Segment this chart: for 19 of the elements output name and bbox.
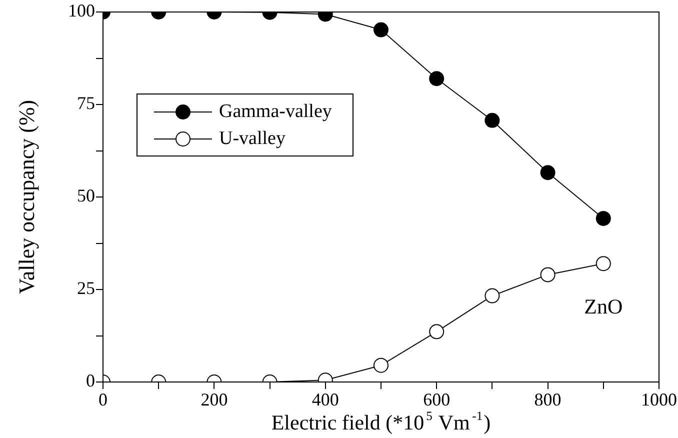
annotation: ZnO — [584, 294, 623, 319]
x-tick-label: 0 — [98, 390, 108, 410]
x-tick-label: 1000 — [641, 390, 677, 410]
x-tick-label: 800 — [534, 390, 562, 410]
y-tick-label: 50 — [77, 186, 95, 206]
x-tick-label: 600 — [423, 390, 450, 410]
y-axis-title: Valley occupancy (%) — [14, 100, 39, 294]
y-tick-label: 25 — [77, 278, 95, 298]
x-tick-label: 200 — [200, 390, 228, 410]
point — [596, 256, 611, 272]
legend-label: U-valley — [219, 128, 286, 149]
x-tick-label: 400 — [312, 390, 339, 410]
point — [596, 210, 611, 226]
legend-label: Gamma-valley — [219, 100, 332, 122]
point — [540, 165, 556, 180]
y-tick-label: 0 — [86, 370, 95, 391]
point — [540, 267, 556, 282]
y-tick-label: 100 — [68, 0, 95, 21]
y-tick-label: 75 — [77, 93, 95, 114]
